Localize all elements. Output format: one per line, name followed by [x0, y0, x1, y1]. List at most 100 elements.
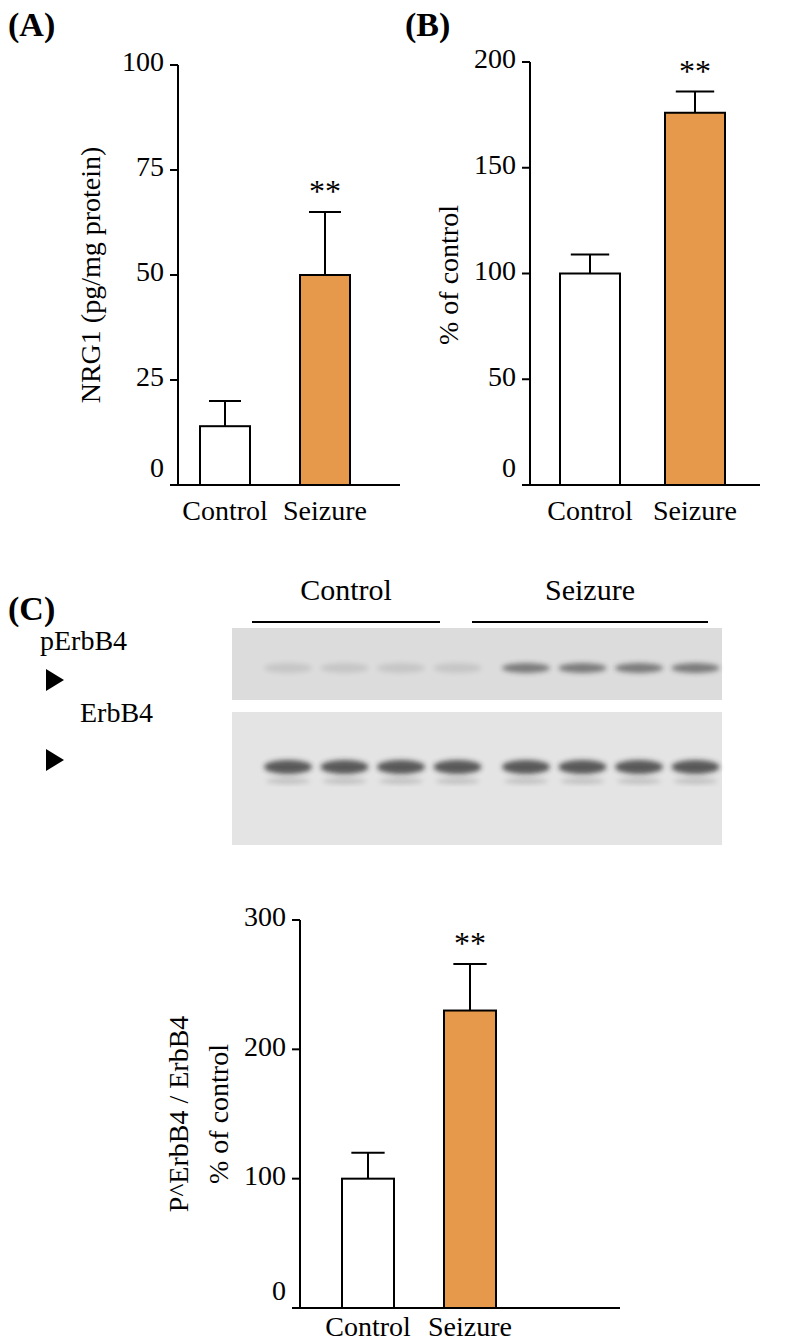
- error-line: [469, 964, 471, 1011]
- y-tick: [522, 273, 530, 275]
- error-cap: [571, 253, 609, 255]
- band: [615, 663, 663, 673]
- chart: (A)0255075100ControlSeizureNRG1 (pg/mg p…: [8, 6, 400, 526]
- bar: [342, 1179, 394, 1308]
- x-tick-label: Seizure: [653, 495, 737, 526]
- band: [264, 760, 312, 774]
- error-cap: [351, 1152, 384, 1154]
- group-label: Control: [300, 573, 392, 606]
- faint-band: [561, 778, 605, 784]
- bar: [665, 113, 725, 485]
- x-axis: [530, 484, 760, 486]
- x-axis: [300, 1307, 620, 1309]
- chart: (C) 0 100 200 300 Control Seizure P^ErbB4 / Erb…: [8, 590, 620, 1342]
- y-tick: [292, 919, 300, 921]
- group-label: Seizure: [545, 573, 635, 606]
- y-tick: [292, 1307, 300, 1309]
- marks: [560, 92, 725, 485]
- arrowhead: [46, 749, 64, 771]
- faint-band: [379, 778, 423, 784]
- y-tick: [292, 1178, 300, 1180]
- y-tick: [170, 379, 178, 381]
- y-tick: [170, 169, 178, 171]
- error-bar: [309, 212, 341, 275]
- faint-band: [617, 778, 661, 784]
- y-tick: [522, 167, 530, 169]
- bar: [300, 275, 350, 485]
- y-axis-label: % of control: [203, 1044, 234, 1184]
- error-bar: [351, 1153, 384, 1179]
- y-tick: [170, 274, 178, 276]
- y-tick-label: 0: [272, 1275, 286, 1306]
- y-tick-label: 150: [474, 149, 516, 180]
- error-line: [224, 401, 226, 426]
- marks: [200, 212, 350, 485]
- y-axis-label: % of control: [433, 205, 464, 345]
- y-tick-label: 50: [136, 256, 164, 287]
- bar: [560, 274, 620, 486]
- significance: **: [309, 173, 341, 209]
- band: [434, 663, 482, 673]
- y-tick-label: 100: [122, 46, 164, 77]
- error-bar: [209, 401, 241, 426]
- group-line: [252, 621, 440, 623]
- bar: [200, 426, 250, 485]
- faint-band: [266, 778, 310, 784]
- group-line: [472, 621, 708, 623]
- error-bar: [453, 964, 486, 1011]
- figure: (A)0255075100ControlSeizureNRG1 (pg/mg p…: [0, 0, 800, 1342]
- y-tick: [522, 484, 530, 486]
- y-tick-label: 100: [244, 1160, 286, 1191]
- error-line: [367, 1153, 369, 1179]
- significance: **: [454, 925, 486, 961]
- y-axis-label: P^ErbB4 / ErbB4: [163, 1016, 194, 1213]
- band: [434, 760, 482, 774]
- band: [502, 760, 550, 774]
- blot-background: [232, 628, 722, 700]
- error-cap: [309, 211, 341, 213]
- faint-band: [436, 778, 480, 784]
- band: [502, 663, 550, 673]
- y-tick: [522, 61, 530, 63]
- band: [321, 663, 369, 673]
- x-tick-label: Control: [325, 1311, 411, 1342]
- x-tick-label: Control: [182, 495, 268, 526]
- y-tick-label: 50: [488, 361, 516, 392]
- blot-background: [232, 712, 722, 845]
- band: [672, 760, 720, 774]
- y-tick-label: 0: [150, 452, 164, 483]
- error-bar: [676, 92, 714, 113]
- error-bar: [571, 254, 609, 273]
- faint-band: [674, 778, 718, 784]
- panel-label: (C): [8, 590, 55, 628]
- y-tick: [522, 378, 530, 380]
- y-tick-label: 100: [474, 255, 516, 286]
- row-label: ErbB4: [80, 697, 153, 728]
- bar: [444, 1011, 496, 1308]
- error-cap: [676, 91, 714, 93]
- y-tick-label: 0: [502, 452, 516, 483]
- band: [559, 760, 607, 774]
- y-tick-label: 200: [474, 43, 516, 74]
- y-tick-label: 200: [244, 1031, 286, 1062]
- y-tick: [170, 484, 178, 486]
- band: [559, 663, 607, 673]
- x-tick-label: Seizure: [283, 495, 367, 526]
- chart: (B)050100150200ControlSeizure% of contro…: [405, 6, 760, 526]
- band: [264, 663, 312, 673]
- y-tick: [170, 64, 178, 66]
- y-tick-label: 300: [244, 901, 286, 932]
- marks: [342, 964, 496, 1308]
- x-tick-label: Control: [547, 495, 633, 526]
- band: [615, 760, 663, 774]
- significance: **: [679, 53, 711, 89]
- faint-band: [504, 778, 548, 784]
- blot: ControlSeizurepErbB4ErbB4: [40, 573, 722, 845]
- x-tick-label: Seizure: [428, 1311, 512, 1342]
- y-axis: [299, 920, 301, 1308]
- band: [321, 760, 369, 774]
- y-tick: [292, 1048, 300, 1050]
- y-tick-label: 75: [136, 151, 164, 182]
- arrowhead: [46, 669, 64, 691]
- error-cap: [453, 963, 486, 965]
